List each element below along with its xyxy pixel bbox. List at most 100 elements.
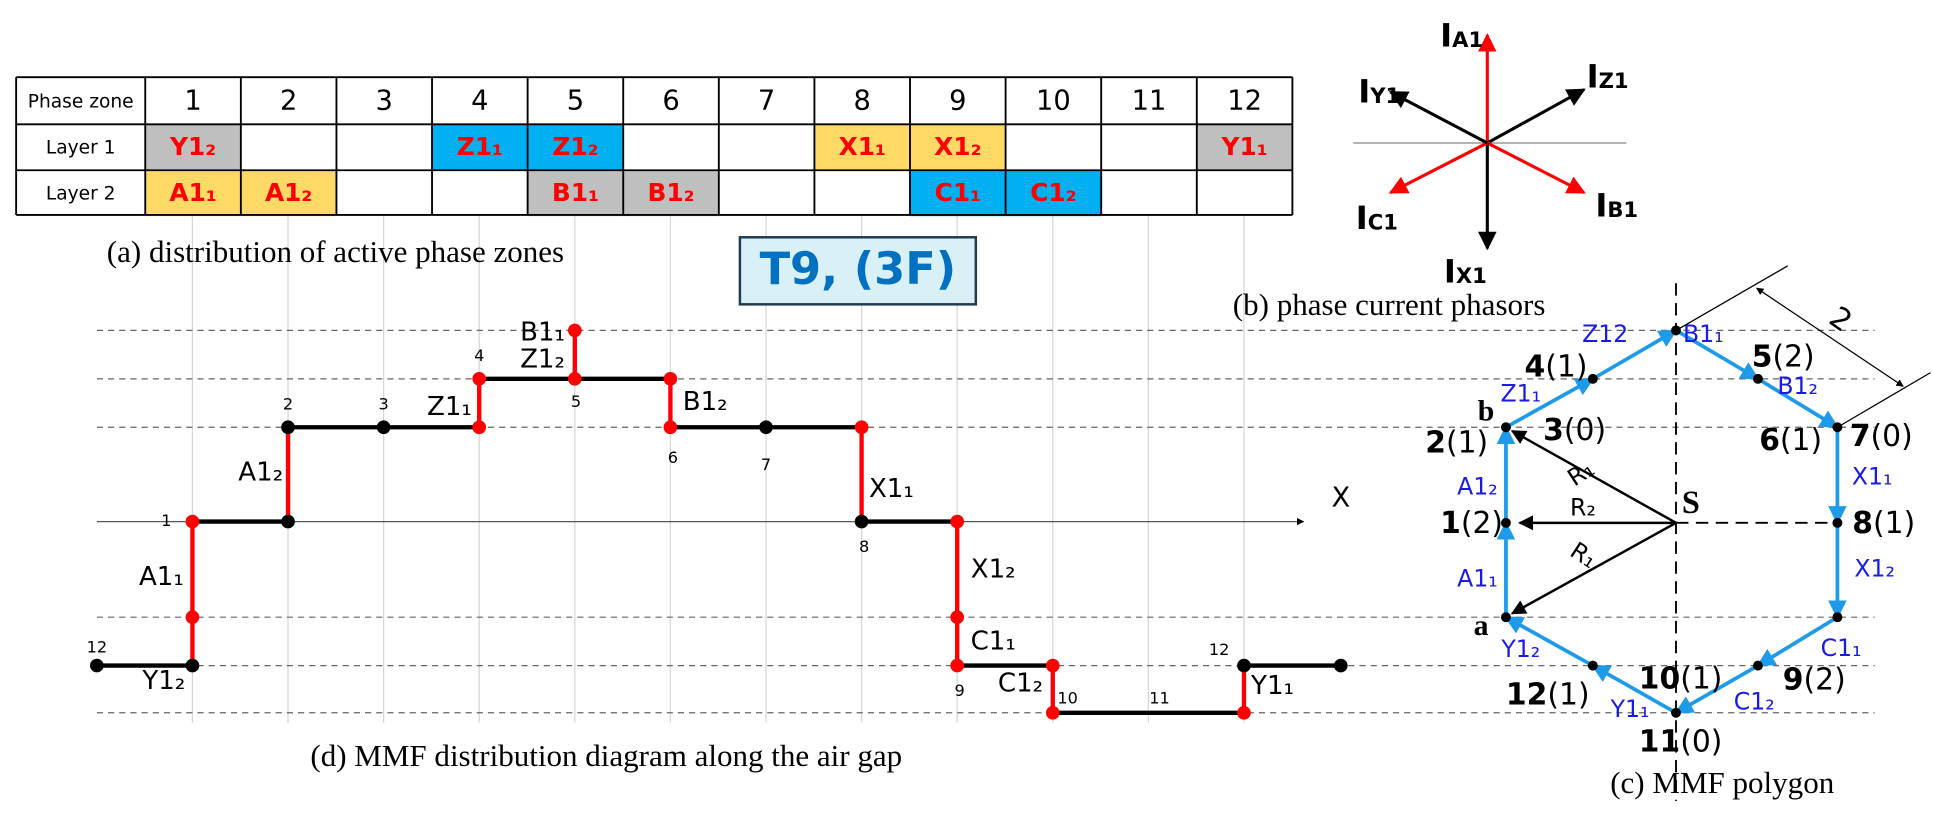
vertex-number: 11 xyxy=(1639,724,1680,759)
edge-label: B1₁ xyxy=(1683,320,1724,348)
row-label: Layer 1 xyxy=(46,137,116,158)
dot xyxy=(281,514,295,529)
polygon-edge xyxy=(1675,328,1760,381)
segment-label: Y1₁ xyxy=(1250,671,1294,701)
phasor-subscript: B1 xyxy=(1607,197,1638,222)
polygon-edge xyxy=(1591,663,1677,715)
badge-box xyxy=(738,236,978,306)
dimension-line xyxy=(1675,265,1789,331)
point-label: 12 xyxy=(87,638,108,657)
radius-label: R₁ xyxy=(1565,536,1602,574)
badge: T9, (3F) xyxy=(760,243,957,295)
vertex-number: 9 xyxy=(1783,662,1804,697)
edge-label: C1₁ xyxy=(1821,634,1862,662)
axis-label: X xyxy=(1331,483,1350,514)
segment-label: B1₂ xyxy=(683,387,728,417)
point-label: 10 xyxy=(1057,689,1078,708)
dot xyxy=(1671,707,1681,718)
dot xyxy=(185,610,200,625)
vertex-number: 1 xyxy=(1440,506,1461,541)
phasor-subscript: C1 xyxy=(1368,210,1398,235)
point-label: 4 xyxy=(474,346,484,365)
dot xyxy=(1500,612,1511,623)
table-cell-fill xyxy=(527,170,624,217)
polygon-edge xyxy=(1505,377,1595,429)
dot xyxy=(1045,705,1060,720)
segment-label: A1₂ xyxy=(238,458,283,488)
caption: (c) MMF polygon xyxy=(1610,765,1834,800)
phasor xyxy=(1388,141,1489,194)
segment-label: Y1₂ xyxy=(141,666,185,696)
dot xyxy=(1587,660,1598,671)
dot xyxy=(663,371,678,386)
table-cell-fill xyxy=(145,170,241,217)
dot xyxy=(185,514,200,529)
vertex-count: (0) xyxy=(1680,724,1722,759)
segment-label: A1₁ xyxy=(139,562,184,592)
vertex-count: (2) xyxy=(1804,662,1846,697)
vertex-number: 3 xyxy=(1543,412,1564,447)
vertex-letter: S xyxy=(1682,484,1700,520)
segment-label: B1₁ xyxy=(520,317,565,347)
radius xyxy=(1510,429,1677,524)
vertex-label: 9(2) xyxy=(1783,662,1846,697)
vertex-label: 2(1) xyxy=(1425,425,1488,460)
phasor-symbol: I xyxy=(1356,199,1368,237)
phasor xyxy=(1486,88,1586,145)
dot xyxy=(1333,658,1348,673)
vertex-label: 7(0) xyxy=(1850,419,1913,454)
vertex-number: 12 xyxy=(1506,677,1547,712)
dot xyxy=(950,610,965,625)
dot xyxy=(1500,422,1511,433)
phasor-symbol: I xyxy=(1587,57,1599,95)
dot xyxy=(472,420,487,435)
segment-label: C1₁ xyxy=(971,627,1016,657)
table-cell-fill xyxy=(1196,124,1293,171)
table-cell-fill xyxy=(527,124,624,171)
segment-label: X1₂ xyxy=(971,555,1016,585)
table-cell: Y1₂ xyxy=(169,132,216,161)
point-label: 12 xyxy=(1209,640,1230,659)
table-header: 6 xyxy=(662,85,679,116)
phasor-label: IX1 xyxy=(1444,252,1487,290)
table-cell-fill xyxy=(623,170,719,217)
table-cell: X1₁ xyxy=(839,132,886,161)
table-cell: A1₂ xyxy=(265,178,312,207)
segment-label: X1₁ xyxy=(869,474,914,504)
vertex-label: 11(0) xyxy=(1639,724,1723,759)
vertex-label: 8(1) xyxy=(1852,506,1915,541)
table-cell: C1₂ xyxy=(1030,178,1076,207)
point-label: 3 xyxy=(378,394,388,413)
dot xyxy=(1752,373,1763,384)
table-cell-fill xyxy=(910,170,1006,217)
table-cell-fill xyxy=(432,124,528,171)
segment-label: C1₂ xyxy=(998,669,1043,699)
phasor-label: IZ1 xyxy=(1587,57,1629,95)
edge-label: X1₂ xyxy=(1854,555,1895,583)
table-cell: Y1₁ xyxy=(1221,132,1268,161)
table-header: 7 xyxy=(758,85,775,116)
vertex-number: 7 xyxy=(1850,419,1871,454)
vertex-label: 6(1) xyxy=(1759,422,1822,457)
vertex-label: 10(1) xyxy=(1639,661,1723,696)
point-label: 7 xyxy=(761,455,771,474)
vertex-letter: b xyxy=(1478,394,1495,427)
table-header: Phase zone xyxy=(28,91,134,112)
edge-label: Z1₁ xyxy=(1501,379,1542,407)
caption: (a) distribution of active phase zones xyxy=(107,234,564,269)
dot xyxy=(854,514,869,529)
vertex-count: (1) xyxy=(1545,349,1587,384)
vertex-count: (2) xyxy=(1461,506,1503,541)
dimension-arrow xyxy=(1756,287,1904,387)
polygon-edge xyxy=(1504,615,1594,668)
vertex-count: (1) xyxy=(1680,661,1722,696)
caption: (d) MMF distribution diagram along the a… xyxy=(310,738,902,773)
dot xyxy=(1237,705,1251,720)
vertex-letter: a xyxy=(1474,609,1489,642)
table-cell: X1₂ xyxy=(934,132,981,161)
dot xyxy=(1500,517,1511,528)
table-cell-fill xyxy=(814,124,911,171)
polygon-edge xyxy=(1674,663,1759,715)
